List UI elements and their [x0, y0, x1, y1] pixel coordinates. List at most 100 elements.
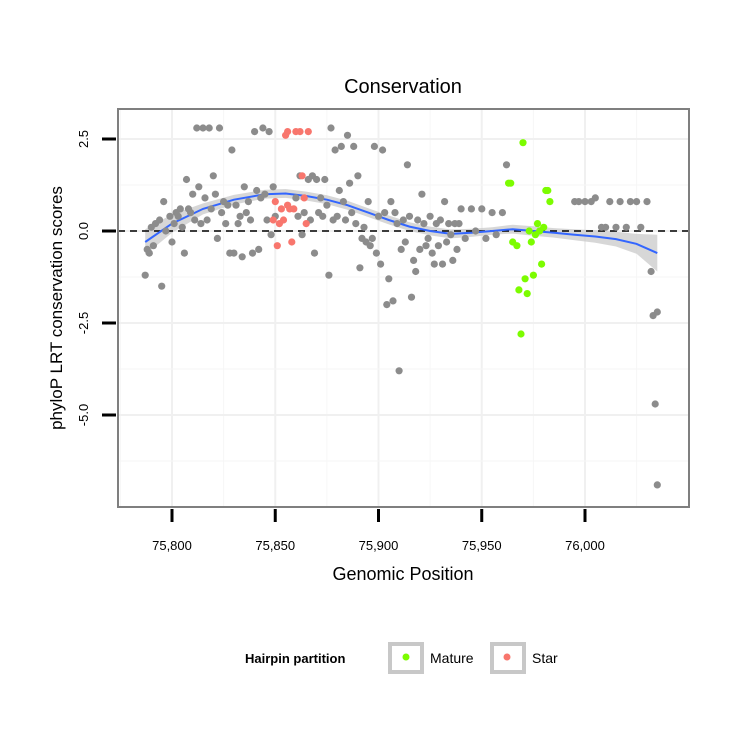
point-mature [507, 179, 515, 187]
point-other [416, 245, 424, 253]
point-other [244, 198, 252, 206]
point-other [602, 223, 610, 231]
point-other [255, 245, 263, 253]
point-other [263, 216, 271, 224]
point-other [187, 209, 195, 217]
point-other [292, 194, 300, 202]
point-other [160, 198, 168, 206]
point-other [385, 275, 393, 283]
chart-title: Conservation [344, 76, 462, 98]
legend: Hairpin partition Mature Star [245, 642, 558, 674]
point-other [498, 209, 506, 217]
point-other [379, 146, 387, 154]
point-other [389, 297, 397, 305]
point-other [156, 216, 164, 224]
point-star [277, 205, 285, 213]
point-other [170, 220, 178, 228]
point-other [445, 220, 453, 228]
point-other [335, 186, 343, 195]
point-other [626, 198, 635, 206]
point-other [337, 142, 345, 150]
point-mature [523, 290, 531, 298]
point-other [213, 234, 221, 242]
point-other [182, 175, 191, 184]
point-other [449, 256, 457, 264]
legend-title: Hairpin partition [245, 651, 345, 666]
point-other [230, 249, 238, 257]
y-axis-label: phyloP LRT conservation scores [47, 186, 66, 430]
point-other [211, 190, 219, 198]
point-other [653, 308, 661, 316]
point-other [502, 161, 511, 169]
point-other [162, 227, 170, 235]
point-other [647, 267, 655, 276]
point-star [284, 128, 292, 136]
point-other [350, 142, 358, 150]
point-other [387, 198, 395, 206]
point-other [410, 256, 418, 264]
point-other [575, 198, 583, 206]
point-other [199, 124, 207, 132]
y-tick-label: -5.0 [76, 404, 91, 426]
point-mature [517, 330, 525, 338]
point-other [622, 223, 630, 231]
legend-star-swatch [503, 653, 511, 661]
x-tick-label: 75,900 [359, 538, 399, 553]
point-other [443, 238, 451, 246]
points [141, 124, 661, 489]
point-other [643, 198, 651, 206]
point-other [612, 223, 620, 231]
point-other [447, 231, 455, 239]
point-other [430, 260, 438, 268]
point-other [339, 198, 347, 206]
point-other [399, 216, 407, 224]
point-star [288, 238, 296, 246]
point-other [158, 282, 166, 290]
point-star [296, 128, 304, 136]
point-mature [519, 139, 527, 147]
point-mature [521, 275, 529, 283]
point-other [581, 198, 589, 206]
point-other [313, 175, 321, 184]
point-other [236, 212, 244, 220]
point-other [438, 260, 447, 268]
point-other [457, 205, 465, 213]
point-other [436, 216, 444, 224]
point-other [178, 223, 186, 231]
point-star [273, 242, 281, 250]
x-tick-label: 75,950 [462, 538, 502, 553]
point-other [414, 216, 422, 224]
point-other [242, 209, 250, 217]
point-mature [538, 260, 546, 268]
point-other [377, 260, 385, 268]
point-other [428, 249, 436, 257]
point-other [317, 194, 325, 202]
x-axis: 75,800 75,850 75,900 75,950 76,000 [152, 509, 605, 553]
point-other [222, 220, 230, 228]
point-other [616, 198, 624, 206]
point-other [391, 209, 399, 217]
point-other [321, 175, 329, 184]
point-other [319, 212, 327, 220]
point-other [591, 194, 599, 202]
point-other [364, 198, 372, 206]
point-other [412, 267, 420, 276]
point-other [441, 198, 449, 206]
point-other [395, 367, 403, 375]
point-other [383, 301, 391, 309]
point-other [145, 249, 153, 257]
point-other [327, 124, 335, 132]
legend-key-star [490, 642, 526, 674]
point-mature [533, 220, 542, 228]
point-other [472, 227, 480, 235]
point-other [426, 212, 434, 220]
point-other [168, 238, 176, 246]
point-star [290, 205, 298, 213]
point-other [205, 124, 213, 132]
point-other [606, 198, 614, 206]
point-other [343, 131, 352, 139]
point-other [310, 249, 319, 257]
point-other [176, 205, 184, 213]
point-other [467, 205, 475, 213]
